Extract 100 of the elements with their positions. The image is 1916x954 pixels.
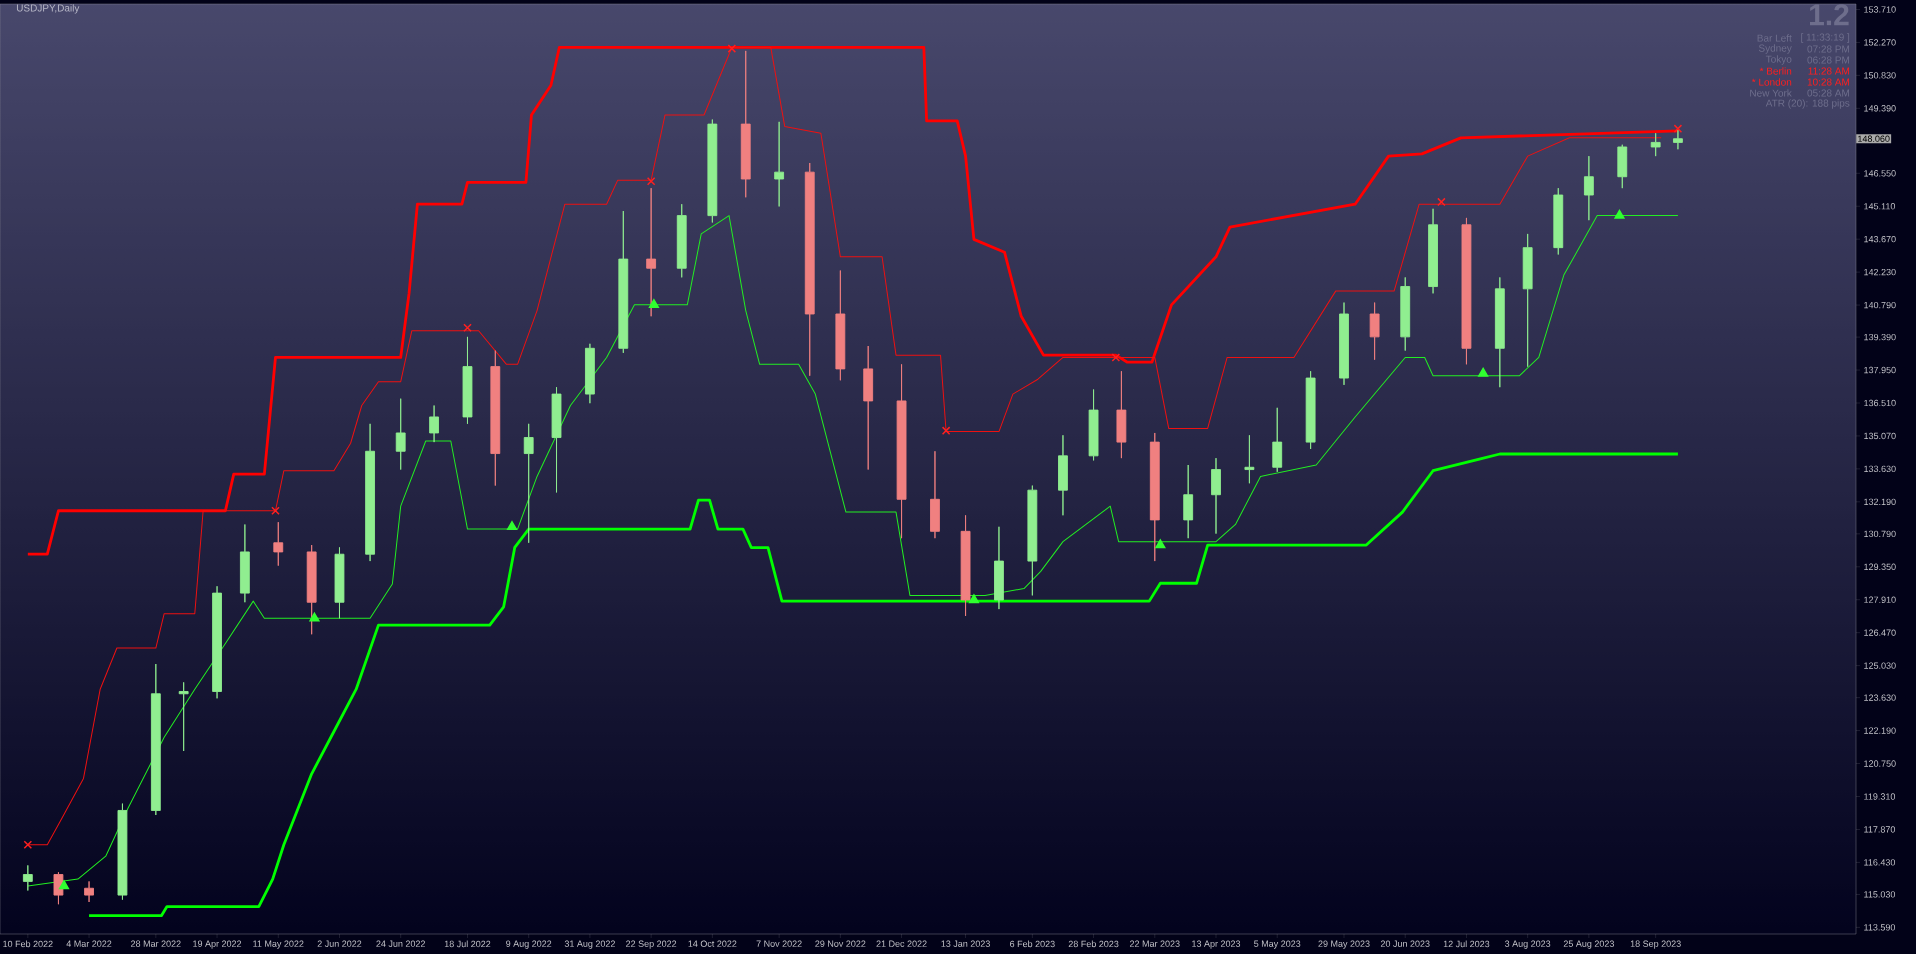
annotation: 10:28 AM [1807, 78, 1849, 86]
candlestick [676, 203, 687, 278]
point [941, 426, 951, 435]
x-tick-label: 18 Jul 2022 [444, 940, 491, 948]
line-series [27, 215, 1679, 887]
y-tick-label: 126.470 [1864, 629, 1896, 636]
candlestick [1553, 187, 1564, 255]
point [23, 840, 33, 850]
candlestick [239, 524, 250, 603]
candlestick [1461, 217, 1472, 365]
candlestick [1428, 208, 1438, 294]
candlestick [618, 210, 629, 354]
line-series [26, 46, 1680, 556]
point [1111, 353, 1121, 362]
candlestick [1650, 132, 1661, 157]
y-tick-label: 139.390 [1864, 333, 1896, 341]
x-tick-label: 9 Aug 2022 [506, 940, 552, 949]
point [271, 506, 280, 516]
x-tick-label: 10 Feb 2022 [3, 940, 53, 948]
y-tick-label: 130.790 [1864, 530, 1896, 538]
point [463, 323, 472, 333]
point [1155, 539, 1166, 549]
candlestick [1244, 434, 1255, 484]
y-tick-label: 122.190 [1864, 727, 1896, 734]
candlestick [896, 363, 907, 539]
candlestick [84, 880, 94, 903]
point [646, 177, 656, 186]
candlestick [395, 398, 406, 471]
y-tick-label: 119.310 [1864, 793, 1896, 800]
y-tick-label: 127.910 [1864, 596, 1896, 603]
y-tick-label: 117.870 [1864, 826, 1896, 833]
x-tick-label: 18 Sep 2023 [1630, 940, 1681, 949]
point [58, 880, 70, 890]
x-tick-label: 29 Nov 2022 [815, 940, 866, 947]
candlestick [585, 343, 595, 404]
candlestick [1617, 144, 1628, 189]
y-tick-label: 113.590 [1864, 924, 1896, 931]
y-tick-label: 145.110 [1864, 203, 1896, 210]
candlestick [1583, 155, 1594, 221]
y-tick-label: 123.630 [1864, 694, 1896, 701]
candlestick [117, 803, 128, 901]
point [968, 594, 979, 604]
point [648, 299, 659, 309]
candlestick [994, 526, 1004, 610]
x-tick-label: 11 May 2022 [253, 940, 304, 949]
x-tick-label: 22 Mar 2023 [1129, 940, 1180, 947]
candlestick [1369, 302, 1380, 361]
x-tick-label: 2 Jun 2022 [317, 940, 362, 947]
x-tick-label: 24 Jun 2022 [376, 940, 425, 947]
candlestick [1116, 370, 1127, 459]
y-tick-label: 132.190 [1864, 498, 1896, 506]
candlestick [22, 864, 33, 891]
annotation: 11:28 AM [1808, 67, 1849, 75]
x-tick-label: 7 Nov 2022 [756, 940, 802, 947]
y-tick-label: 142.230 [1864, 268, 1896, 276]
x-tick-label: 29 May 2023 [1318, 940, 1370, 949]
y-tick-label: 125.030 [1864, 662, 1896, 669]
annotation: * Berlin [1759, 67, 1792, 75]
point [309, 612, 320, 622]
candlestick [462, 336, 473, 425]
y-tick-label: 136.510 [1864, 399, 1896, 407]
x-tick-label: 25 Aug 2023 [1563, 940, 1614, 949]
y-tick-label: 135.070 [1864, 432, 1896, 440]
y-tick-label: 149.390 [1864, 105, 1896, 112]
point [1614, 209, 1625, 219]
y-tick-label: 115.030 [1864, 891, 1896, 898]
candlestick [429, 405, 439, 443]
y-tick-label: 146.550 [1864, 170, 1896, 177]
candlestick [1400, 276, 1411, 352]
candlestick [835, 270, 846, 381]
y-tick-label: 153.710 [1864, 6, 1896, 13]
x-tick-label: 6 Feb 2023 [1010, 940, 1055, 948]
x-tick-label: 21 Dec 2022 [876, 940, 927, 947]
y-tick-label: 137.950 [1864, 366, 1896, 374]
candlestick [1058, 434, 1068, 516]
y-tick-label: 133.630 [1864, 465, 1896, 473]
x-tick-label: 4 Mar 2022 [66, 940, 112, 947]
candlestick [1272, 407, 1283, 473]
y-tick-label: 120.750 [1864, 760, 1896, 767]
point [1437, 197, 1446, 207]
candlestick [1494, 276, 1505, 388]
candlestick [1088, 389, 1099, 461]
x-tick-label: 13 Apr 2023 [1192, 940, 1241, 949]
point [506, 521, 518, 531]
candlestick [1339, 302, 1349, 386]
candlestick [150, 663, 161, 816]
line-series [87, 452, 1680, 918]
point [727, 44, 737, 53]
candlestick [930, 450, 940, 539]
x-tick-label: 28 Feb 2023 [1068, 940, 1119, 948]
x-tick-label: 22 Sep 2022 [626, 940, 677, 949]
x-tick-label: 20 Jun 2023 [1380, 940, 1430, 947]
candlestick [1522, 233, 1533, 368]
chart-title: USDJPY,Daily [16, 4, 80, 14]
point [1673, 124, 1683, 133]
x-tick-label: 31 Aug 2022 [564, 940, 615, 949]
candlestick [551, 386, 562, 493]
candlestick [1027, 485, 1038, 596]
candlestick [1211, 457, 1221, 535]
line-series [27, 46, 1662, 846]
